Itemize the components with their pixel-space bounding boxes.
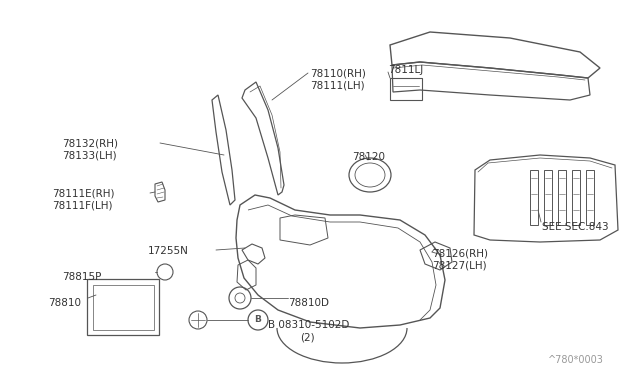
Text: 78111(LH): 78111(LH) — [310, 80, 365, 90]
Text: 78111E(RH): 78111E(RH) — [52, 188, 115, 198]
Text: B 08310-5102D: B 08310-5102D — [268, 320, 349, 330]
Text: 78810D: 78810D — [288, 298, 329, 308]
Text: 7811LJ: 7811LJ — [388, 65, 423, 75]
Text: 78815P: 78815P — [62, 272, 101, 282]
Text: 78111F(LH): 78111F(LH) — [52, 200, 113, 210]
Text: SEE SEC.843: SEE SEC.843 — [542, 222, 609, 232]
Text: 78810: 78810 — [48, 298, 81, 308]
Text: 78133(LH): 78133(LH) — [62, 150, 116, 160]
Text: 78110(RH): 78110(RH) — [310, 68, 366, 78]
Text: 78126(RH): 78126(RH) — [432, 248, 488, 258]
Text: 17255N: 17255N — [148, 246, 189, 256]
Text: ^780*0003: ^780*0003 — [548, 355, 604, 365]
Text: 78120: 78120 — [352, 152, 385, 162]
Text: 78127(LH): 78127(LH) — [432, 260, 486, 270]
Text: B: B — [255, 315, 261, 324]
Text: 78132(RH): 78132(RH) — [62, 138, 118, 148]
Text: (2): (2) — [300, 333, 315, 343]
